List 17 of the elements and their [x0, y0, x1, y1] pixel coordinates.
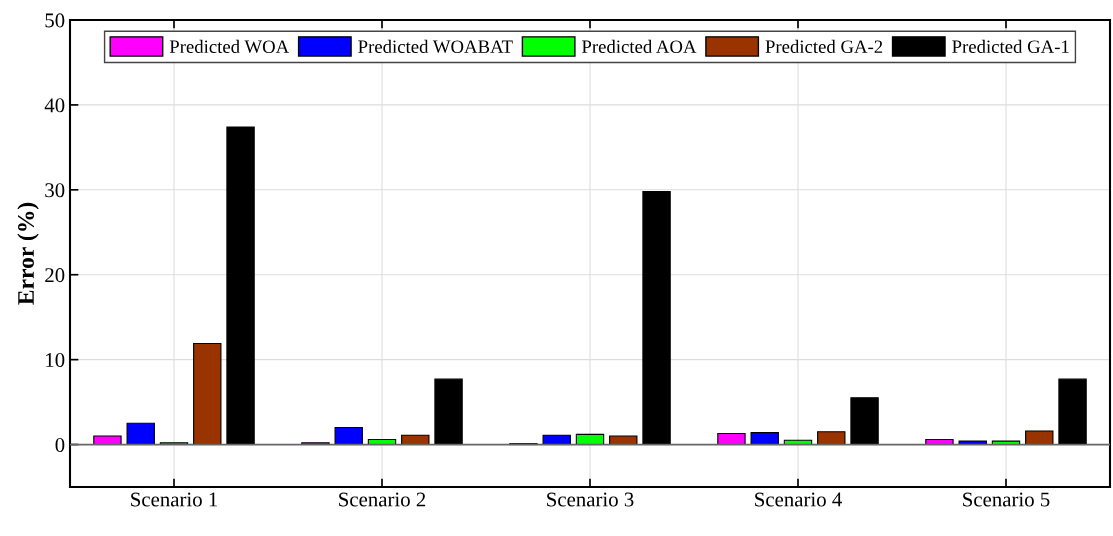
y-tick-label: 30 — [45, 183, 65, 198]
legend-label: Predicted GA-1 — [952, 39, 1069, 53]
y-tick-label: 40 — [44, 98, 65, 113]
y-axis-title: Error (%) — [17, 202, 39, 305]
x-tick-label: Scenario 5 — [963, 492, 1050, 507]
y-tick-label: 10 — [46, 353, 65, 368]
y-tick-label: 20 — [45, 268, 65, 283]
y-tick-label: 50 — [45, 13, 65, 28]
legend-label: Predicted WOABAT — [358, 39, 513, 54]
x-tick-label: Scenario 2 — [339, 492, 426, 507]
legend-label: Predicted AOA — [581, 39, 697, 53]
legend-label: Predicted GA-2 — [765, 39, 883, 53]
x-tick-label: Scenario 4 — [755, 492, 842, 507]
x-tick-label: Scenario 1 — [131, 492, 217, 507]
y-tick-label: 0 — [55, 437, 65, 452]
x-tick-label: Scenario 3 — [547, 492, 634, 507]
legend-label: Predicted WOA — [169, 39, 290, 54]
